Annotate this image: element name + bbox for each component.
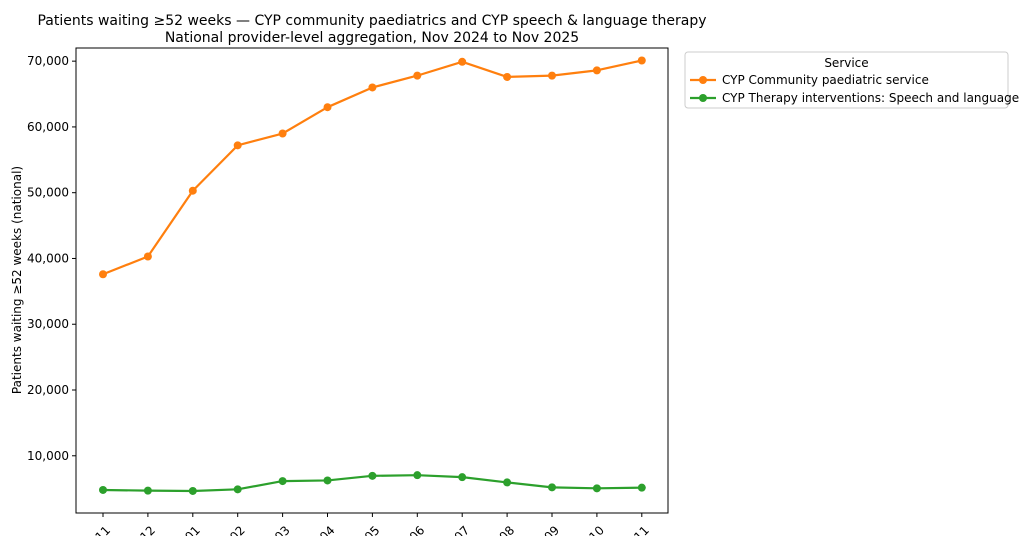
y-axis: 10,000 20,000 30,000 40,000 50,000 60,000 70,0… (27, 54, 76, 463)
plot-area (75, 47, 669, 514)
data-point (278, 129, 287, 138)
data-point (188, 486, 197, 495)
data-point (233, 485, 242, 494)
x-tick-label: 01 (182, 523, 203, 536)
x-tick-label: 05 (362, 523, 383, 536)
data-point (143, 252, 152, 261)
legend-frame (684, 51, 1009, 109)
data-point (233, 141, 242, 150)
x-tick-label: 06 (407, 523, 428, 536)
x-tick-label: 02 (227, 523, 248, 536)
data-point (458, 473, 467, 482)
x-tick-label: 12 (137, 523, 158, 536)
x-tick-label: 08 (497, 523, 518, 536)
legend-title: Service (824, 56, 868, 70)
data-point (592, 66, 601, 75)
data-point (503, 72, 512, 81)
legend-marker-speech-language (699, 94, 707, 102)
data-point (548, 71, 556, 80)
x-tick-label: 10 (586, 523, 607, 536)
data-point (368, 83, 377, 92)
y-tick-label: 30,000 (27, 317, 69, 331)
legend-label-community-paediatric: CYP Community paediatric service (722, 73, 929, 87)
data-point (99, 270, 107, 279)
data-point (637, 56, 646, 65)
data-point (413, 71, 422, 80)
y-tick-label: 60,000 (27, 120, 69, 134)
x-tick-label: 09 (541, 523, 562, 536)
y-axis-label: Patients waiting ≥52 weeks (national) (10, 166, 24, 394)
data-point (458, 57, 467, 66)
x-tick-label: 04 (317, 523, 338, 536)
legend-label-speech-language: CYP Therapy interventions: Speech and la… (722, 91, 1019, 105)
y-tick-label: 10,000 (27, 449, 69, 463)
data-point (503, 478, 512, 487)
data-point (323, 103, 332, 112)
data-point (637, 483, 646, 492)
y-tick-label: 50,000 (27, 186, 69, 200)
data-point (188, 186, 197, 195)
legend-marker-community-paediatric (699, 76, 707, 84)
data-point (99, 485, 107, 494)
x-tick-label: 11 (92, 523, 113, 536)
data-point (592, 484, 601, 493)
x-tick-label: 07 (452, 523, 473, 536)
data-point (548, 483, 556, 492)
data-point (278, 477, 287, 486)
data-point (143, 486, 152, 495)
x-tick-label: 03 (272, 523, 293, 536)
legend: Service CYP Community paediatric service… (684, 51, 1019, 109)
y-tick-label: 70,000 (27, 54, 69, 68)
chart-title: Patients waiting ≥52 weeks — CYP communi… (37, 13, 706, 29)
series-layer (99, 56, 646, 495)
x-axis: 11 12 01 02 03 04 05 06 07 08 09 10 11 (92, 513, 652, 536)
x-tick-label: 11 (631, 523, 652, 536)
data-point (323, 476, 332, 485)
chart-subtitle: National provider-level aggregation, Nov… (165, 30, 579, 46)
data-point (368, 471, 377, 480)
data-point (413, 471, 422, 480)
y-tick-label: 40,000 (27, 251, 69, 265)
y-tick-label: 20,000 (27, 383, 69, 397)
